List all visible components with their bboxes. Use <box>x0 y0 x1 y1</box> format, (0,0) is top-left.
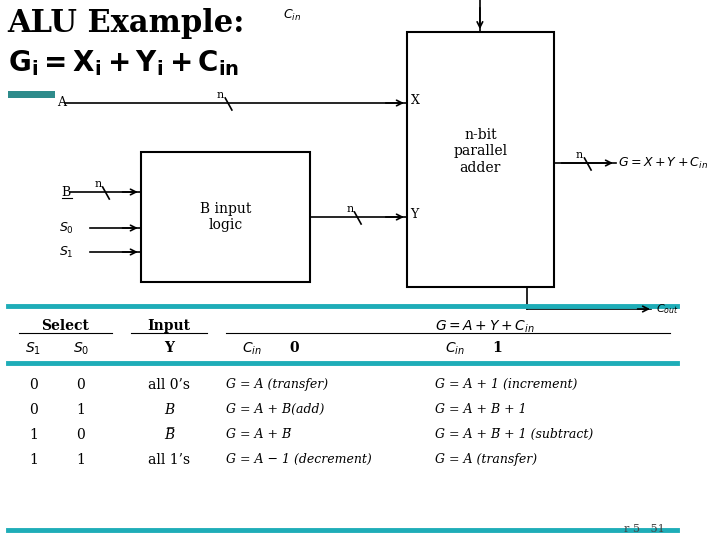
Text: 1: 1 <box>76 453 85 467</box>
Text: B: B <box>62 186 71 199</box>
Text: $S_1$: $S_1$ <box>59 245 73 260</box>
Text: G = A + B(add): G = A + B(add) <box>226 403 325 416</box>
Text: $G = A + Y + C_{in}$: $G = A + Y + C_{in}$ <box>435 319 534 335</box>
Text: B̅: B̅ <box>164 428 174 442</box>
Text: $C_{out}$: $C_{out}$ <box>656 302 678 316</box>
Text: 0: 0 <box>29 378 37 392</box>
Text: 1: 1 <box>29 428 37 442</box>
Bar <box>8 91 55 98</box>
Text: n: n <box>576 150 583 160</box>
Text: $C_{in}$: $C_{in}$ <box>243 341 262 357</box>
Text: Input: Input <box>148 319 191 333</box>
Text: 0: 0 <box>76 428 85 442</box>
Text: $C_{in}$: $C_{in}$ <box>283 8 301 23</box>
Text: Y: Y <box>410 208 419 221</box>
Text: G = A − 1 (decrement): G = A − 1 (decrement) <box>226 453 372 466</box>
Text: Select: Select <box>41 319 89 333</box>
Text: n-bit
parallel
adder: n-bit parallel adder <box>454 129 508 175</box>
Text: $S_1$: $S_1$ <box>25 341 41 357</box>
Text: B: B <box>164 403 174 417</box>
Text: 0: 0 <box>290 341 300 355</box>
Text: 0: 0 <box>29 403 37 417</box>
Text: G = A (transfer): G = A (transfer) <box>436 453 537 466</box>
Text: $S_0$: $S_0$ <box>59 220 74 235</box>
Text: $\mathbf{G_i = X_i + Y_i + C_{in}}$: $\mathbf{G_i = X_i + Y_i + C_{in}}$ <box>8 48 239 78</box>
Text: G = A + B̅ + 1 (subtract): G = A + B̅ + 1 (subtract) <box>436 428 593 441</box>
Text: n: n <box>94 179 102 189</box>
Text: all 1’s: all 1’s <box>148 453 190 467</box>
Text: G = A + B + 1: G = A + B + 1 <box>436 403 527 416</box>
Text: A: A <box>57 97 66 110</box>
Text: all 0’s: all 0’s <box>148 378 190 392</box>
Bar <box>140 152 310 282</box>
Text: X: X <box>410 94 420 107</box>
Text: 1: 1 <box>29 453 37 467</box>
Bar <box>407 32 554 287</box>
Text: 1: 1 <box>492 341 502 355</box>
Text: $S_0$: $S_0$ <box>73 341 89 357</box>
Text: 0: 0 <box>76 378 85 392</box>
Text: B input
logic: B input logic <box>199 202 251 232</box>
Text: n: n <box>346 204 354 214</box>
Text: r 5   51: r 5 51 <box>624 524 665 534</box>
Text: $C_{in}$: $C_{in}$ <box>445 341 464 357</box>
Text: Y: Y <box>164 341 174 355</box>
Text: G = A + 1 (increment): G = A + 1 (increment) <box>436 378 577 391</box>
Text: n: n <box>217 90 224 100</box>
Text: ALU Example:: ALU Example: <box>8 8 245 39</box>
Text: 1: 1 <box>76 403 85 417</box>
Text: $G = X + Y + C_{in}$: $G = X + Y + C_{in}$ <box>618 156 708 171</box>
Text: G = A (transfer): G = A (transfer) <box>226 378 328 391</box>
Text: G = A + B̅: G = A + B̅ <box>226 428 292 441</box>
